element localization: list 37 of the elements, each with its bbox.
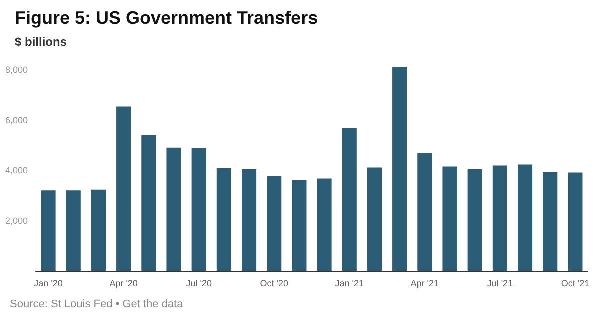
bar bbox=[442, 166, 458, 271]
bar bbox=[142, 135, 156, 271]
bar bbox=[518, 164, 533, 271]
bar bbox=[292, 180, 307, 271]
bar bbox=[91, 190, 106, 271]
bar bbox=[166, 148, 182, 271]
bar bbox=[468, 170, 482, 271]
chart-subtitle: $ billions bbox=[15, 35, 68, 49]
bar bbox=[267, 176, 282, 271]
bar bbox=[216, 168, 232, 271]
bar bbox=[41, 190, 56, 271]
bar bbox=[367, 168, 382, 271]
bar bbox=[317, 178, 332, 271]
bar bbox=[342, 128, 357, 271]
y-tick-label: 4,000 bbox=[5, 166, 28, 176]
bar bbox=[543, 172, 558, 271]
x-tick-label: Jul '21 bbox=[487, 278, 514, 288]
x-tick-label: Apr '21 bbox=[410, 278, 440, 288]
bar bbox=[116, 106, 132, 271]
x-tick-label: Apr '20 bbox=[110, 278, 138, 288]
bar bbox=[242, 170, 257, 271]
chart-title: Figure 5: US Government Transfers bbox=[15, 8, 318, 28]
bar bbox=[66, 190, 81, 271]
bar bbox=[492, 166, 508, 271]
x-tick-label: Jul '20 bbox=[186, 278, 212, 288]
bar bbox=[392, 67, 408, 271]
x-tick-label: Oct '21 bbox=[561, 278, 590, 288]
y-tick-label: 6,000 bbox=[5, 115, 28, 126]
bar bbox=[192, 148, 206, 271]
x-tick-label: Oct '20 bbox=[260, 278, 288, 288]
source-note: Source: St Louis Fed • Get the data bbox=[10, 298, 184, 310]
x-tick-label: Jan '20 bbox=[34, 278, 63, 288]
bar bbox=[418, 153, 432, 271]
bar bbox=[568, 172, 583, 271]
y-tick-label: 8,000 bbox=[5, 65, 28, 76]
y-tick-label: 2,000 bbox=[5, 216, 28, 226]
x-tick-label: Jan '21 bbox=[335, 278, 364, 288]
